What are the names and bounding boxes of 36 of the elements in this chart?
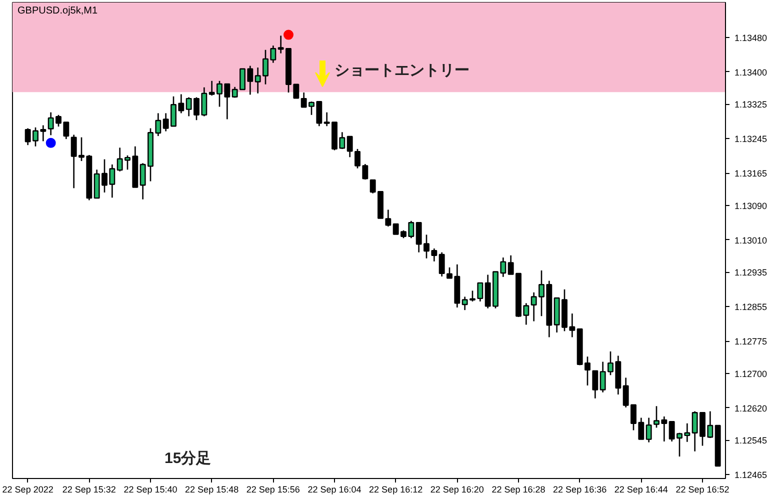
y-tick-label: 1.12465 [734, 470, 768, 480]
candlestick [477, 282, 484, 302]
y-tick-label: 1.13090 [734, 200, 768, 211]
y-tick-label: 1.13165 [734, 168, 768, 179]
y-tick-label: 1.12935 [734, 268, 768, 278]
x-tick-label: 22 Sep 15:48 [185, 484, 239, 494]
x-tick-label: 22 Sep 16:36 [553, 484, 607, 494]
x-tick-label: 22 Sep 16:28 [492, 484, 546, 494]
candlestick [438, 252, 445, 278]
chart-title: GBPUSD.oj5k,M1 [18, 6, 98, 16]
x-tick-label: 22 Sep 16:12 [369, 484, 423, 494]
candlestick [293, 84, 300, 99]
y-tick-label: 1.12775 [734, 336, 768, 347]
y-tick-label: 1.12855 [734, 302, 768, 312]
x-tick-label: 22 Sep 16:44 [614, 484, 668, 494]
candlestick [346, 136, 353, 158]
y-tick-label: 1.13325 [734, 100, 768, 110]
y-tick-label: 1.13245 [734, 134, 768, 144]
x-tick-label: 22 Sep 16:04 [308, 484, 362, 494]
candlestick [646, 417, 652, 443]
x-tick-label: 22 Sep 15:32 [62, 484, 116, 494]
x-tick-label: 22 Sep 15:56 [246, 484, 300, 494]
y-tick-label: 1.13010 [734, 235, 768, 246]
candlestick [385, 209, 392, 228]
x-tick-label: 22 Sep 16:52 [676, 484, 730, 494]
x-tick-label: 22 Sep 16:20 [430, 484, 484, 494]
y-tick-label: 1.12700 [734, 368, 768, 379]
x-tick-label: 22 Sep 15:40 [124, 484, 178, 494]
annotation: ショートエントリー [334, 62, 470, 79]
y-tick-label: 1.12545 [734, 436, 768, 446]
y-tick-label: 1.12620 [734, 403, 768, 414]
y-tick-label: 1.13480 [734, 32, 768, 43]
x-tick-label: 22 Sep 2022 [2, 484, 54, 494]
annotation: 15分足 [164, 450, 212, 467]
y-tick-label: 1.13400 [734, 67, 768, 78]
candlestick [592, 370, 598, 400]
